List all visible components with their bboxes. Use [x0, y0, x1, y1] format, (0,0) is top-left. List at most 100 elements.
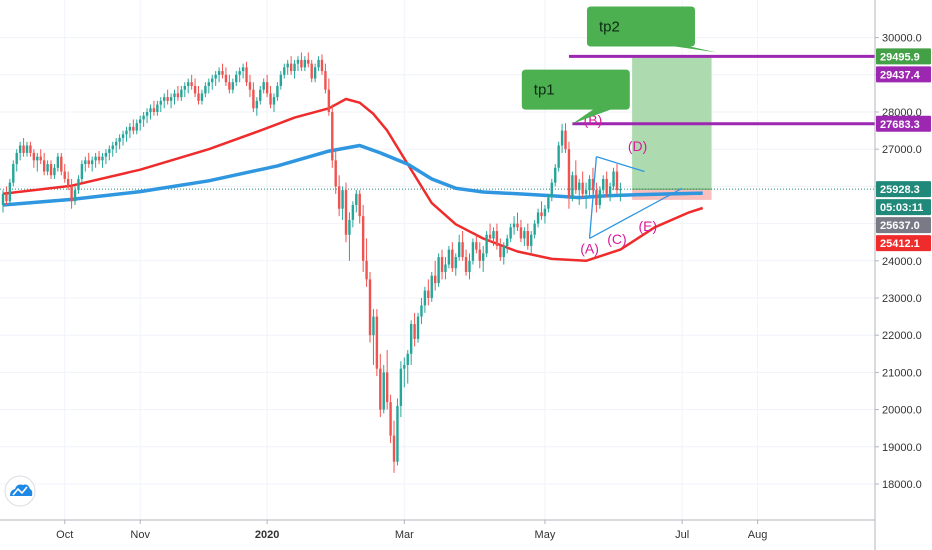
candle: [296, 56, 300, 72]
price-tag: 25637.0: [876, 217, 931, 234]
candle: [279, 71, 283, 90]
candle-body: [200, 93, 204, 101]
candle-body: [303, 59, 307, 68]
candle-body: [97, 156, 101, 161]
candle: [70, 178, 73, 209]
candle: [519, 219, 523, 243]
candle: [221, 63, 224, 79]
candle-body: [176, 93, 180, 98]
candle: [173, 89, 176, 105]
candle-body: [259, 89, 262, 101]
candle: [372, 309, 375, 365]
candle: [382, 364, 385, 414]
candle: [142, 112, 145, 127]
candle: [554, 164, 557, 187]
candle: [430, 271, 433, 302]
candle-body: [166, 97, 169, 101]
candle-body: [492, 231, 495, 239]
candle-body: [358, 193, 361, 217]
candle: [396, 398, 399, 466]
candle: [245, 61, 248, 86]
candle-body: [348, 219, 351, 235]
candle: [22, 138, 25, 157]
candle: [605, 171, 608, 198]
candle: [571, 171, 574, 202]
candle-body: [337, 186, 341, 209]
candle: [66, 171, 70, 191]
candle: [334, 149, 337, 194]
candle: [12, 160, 15, 187]
candle: [588, 175, 591, 198]
candle: [365, 238, 368, 287]
candle-body: [128, 126, 132, 131]
candle: [536, 208, 540, 228]
candle-body: [159, 100, 162, 105]
candle: [392, 420, 396, 473]
price-tag-bg: [876, 115, 931, 132]
price-tag-bg: [876, 48, 931, 65]
candle-body: [135, 123, 138, 131]
candle: [139, 115, 142, 131]
candle-body: [368, 279, 372, 336]
candle-body: [90, 160, 94, 165]
candle-body: [557, 145, 560, 168]
price-tag-bg: [876, 66, 931, 83]
candle-body: [506, 238, 509, 246]
candle-body: [385, 372, 389, 403]
price-tag-label: 25637.0: [880, 220, 920, 232]
candle-body: [283, 67, 286, 75]
candle-body: [341, 190, 344, 209]
candle-body: [180, 89, 183, 98]
candle: [475, 234, 478, 254]
candle-body: [255, 100, 259, 109]
candle: [8, 178, 12, 205]
candle: [104, 149, 108, 165]
candle: [289, 56, 293, 75]
candle: [94, 152, 97, 168]
candle-body: [25, 145, 29, 153]
callout-tp1[interactable]: tp1: [521, 69, 630, 124]
price-tick-label: 30000.0: [882, 33, 922, 45]
candle: [214, 71, 217, 86]
candle: [84, 156, 87, 172]
candle-body: [605, 178, 608, 194]
callout-tp2[interactable]: tp2: [586, 6, 717, 53]
candle: [241, 63, 245, 79]
candle-body: [355, 193, 358, 205]
candle: [423, 286, 427, 313]
candle-body: [36, 156, 39, 161]
candle: [344, 182, 348, 243]
candle: [615, 164, 619, 194]
candle: [169, 93, 173, 109]
candle: [114, 138, 118, 153]
candle-body: [433, 275, 437, 284]
candle: [300, 52, 303, 72]
candle-body: [42, 160, 46, 172]
candle-body: [478, 249, 481, 261]
candle: [132, 119, 135, 135]
candle-body: [279, 74, 283, 86]
candle-body: [22, 145, 25, 153]
candle: [235, 71, 238, 86]
candle-body: [344, 190, 348, 235]
candle: [584, 182, 588, 209]
price-tag: 05:03:11: [876, 199, 931, 216]
tradingview-logo[interactable]: [4, 475, 36, 507]
candle: [379, 353, 382, 418]
candle-body: [447, 249, 451, 265]
candle: [595, 182, 598, 213]
candle-body: [108, 149, 111, 153]
candle-body: [169, 97, 173, 101]
candle: [231, 78, 235, 94]
candle: [427, 279, 430, 306]
candle: [320, 54, 324, 75]
candle: [18, 141, 22, 161]
candle: [403, 357, 406, 388]
candle-body: [173, 93, 176, 98]
plot-background: [0, 0, 875, 520]
candle: [128, 123, 132, 139]
price-tick-label: 18000.0: [882, 479, 922, 491]
